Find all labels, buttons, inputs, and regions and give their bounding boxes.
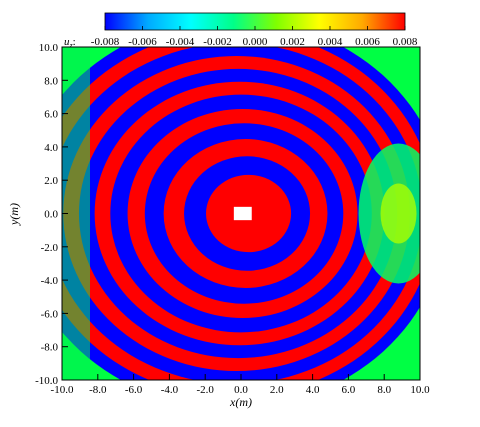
x-tick-label: 0.0 bbox=[234, 384, 248, 396]
y-tick-label: -4.0 bbox=[41, 275, 59, 287]
colorbar-tick-label: -0.008 bbox=[91, 36, 120, 48]
colorbar: -0.008 -0.006 -0.004 -0.002 0.000 0.002 0.004 0… bbox=[64, 12, 418, 50]
y-tick-label: -8.0 bbox=[41, 342, 59, 354]
y-tick-label: 10.0 bbox=[39, 42, 59, 54]
colorbar-tick-label: -0.002 bbox=[203, 36, 231, 48]
obstacle-square bbox=[233, 206, 252, 221]
colorbar-tick-label: 0.000 bbox=[243, 36, 268, 48]
plot-area bbox=[61, 46, 421, 381]
y-tick-label: 6.0 bbox=[44, 109, 58, 121]
colorbar-ticks: -0.008 -0.006 -0.004 -0.002 0.000 0.002 0.004 0… bbox=[91, 26, 418, 48]
x-tick-label: 2.0 bbox=[270, 384, 284, 396]
x-axis-label: x(m) bbox=[229, 395, 252, 409]
interference-core bbox=[380, 183, 417, 244]
near-field-lobe bbox=[245, 200, 290, 227]
y-tick-label: 4.0 bbox=[44, 142, 58, 154]
x-axis: -10.0 -8.0 -6.0 -4.0 -2.0 0.0 2.0 4.0 6.0 8.0 10.0 bbox=[51, 374, 430, 396]
y-tick-label: -6.0 bbox=[41, 308, 59, 320]
colorbar-label: uz: bbox=[64, 36, 76, 50]
y-axis-label: y(m) bbox=[7, 203, 21, 226]
colorbar-tick-label: 0.006 bbox=[355, 36, 380, 48]
y-tick-label: 8.0 bbox=[44, 75, 58, 87]
x-tick-label: 10.0 bbox=[410, 384, 430, 396]
colorbar-tick-label: 0.008 bbox=[393, 36, 418, 48]
y-tick-label: -2.0 bbox=[41, 242, 59, 254]
y-tick-label: -10.0 bbox=[35, 375, 58, 387]
x-tick-label: -10.0 bbox=[51, 384, 74, 396]
y-axis: 10.0 8.0 6.0 4.0 2.0 0.0 -2.0 -4.0 -6.0 -8.0 -10.0 bbox=[35, 42, 68, 387]
colorbar-tick-label: -0.006 bbox=[128, 36, 157, 48]
wave-bands bbox=[62, 47, 420, 380]
x-tick-label: -6.0 bbox=[125, 384, 143, 396]
x-tick-label: 6.0 bbox=[342, 384, 356, 396]
colorbar-tick-label: -0.004 bbox=[166, 36, 195, 48]
x-tick-label: -4.0 bbox=[161, 384, 179, 396]
x-tick-label: 4.0 bbox=[306, 384, 320, 396]
x-tick-label: -8.0 bbox=[89, 384, 107, 396]
x-tick-label: -2.0 bbox=[196, 384, 214, 396]
colorbar-tick-label: 0.002 bbox=[280, 36, 305, 48]
y-tick-label: 2.0 bbox=[44, 175, 58, 187]
y-tick-label: 0.0 bbox=[44, 209, 58, 221]
x-tick-label: 8.0 bbox=[377, 384, 391, 396]
colorbar-tick-label: 0.004 bbox=[318, 36, 343, 48]
